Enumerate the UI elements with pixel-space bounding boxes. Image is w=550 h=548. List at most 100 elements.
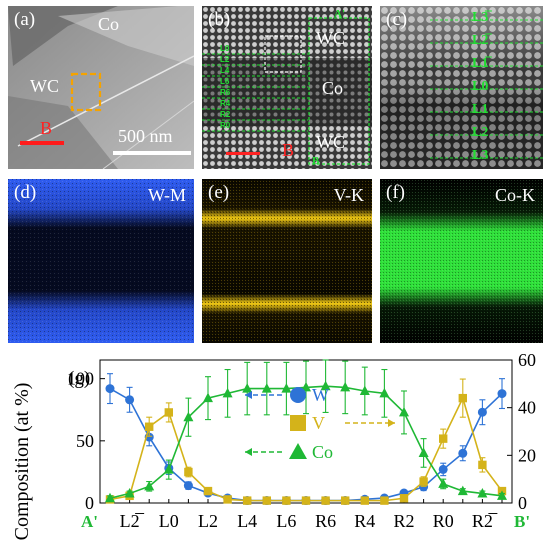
data-point-v [341, 496, 350, 505]
composition-chart: 0 50 100 0 20 40 60 L2̅ L0 L2 L4 L6 R6 R4 R2 R0 R2̅ A' B' C… [11, 350, 536, 540]
data-point-co [457, 485, 468, 496]
layer-label: L4 [220, 66, 230, 75]
layer-label: L0 [472, 79, 489, 94]
data-point-co [124, 487, 135, 498]
label-b-end: B [312, 155, 320, 167]
scalebar-label: 500 nm [118, 126, 173, 146]
panel-e: (e) V-K [202, 179, 372, 343]
legend-arrow-head [245, 448, 252, 456]
y-right-tick-label: 0 [518, 493, 527, 513]
data-point-v [458, 393, 467, 403]
label-co: Co [322, 78, 344, 98]
panel-f-map [380, 179, 543, 343]
panel-d-title: W-M [148, 185, 186, 205]
panel-b-label: (b) [208, 9, 231, 30]
panel-e-label: (e) [208, 182, 230, 203]
layer-label: L2̅ [472, 33, 489, 48]
layer-label: L0 [220, 44, 230, 53]
data-point-co [320, 380, 331, 391]
label-b: B [40, 118, 53, 138]
layer-label: L6 [220, 77, 230, 86]
panel-g: 0 50 100 0 20 40 60 L2̅ L0 L2 L4 L6 R6 R4 R2 R0 R2̅ A' B' C… [0, 350, 550, 548]
region-box [70, 72, 102, 112]
data-point-co [438, 478, 449, 488]
label-co: Co [98, 14, 120, 34]
legend-marker-v [290, 415, 306, 431]
y-right-tick-label: 20 [518, 445, 536, 465]
legend-marker-w [290, 387, 306, 403]
data-point-co [301, 381, 311, 392]
layer-label: L3 [472, 148, 489, 163]
panel-c-label: (c) [386, 9, 408, 30]
data-point-w [105, 384, 115, 394]
data-point-v [360, 496, 369, 505]
layer-label: L2 [220, 55, 230, 64]
layer-label: R4 [220, 99, 231, 108]
panel-f-label: (f) [386, 182, 405, 203]
data-point-v [223, 495, 232, 504]
start-label: A' [81, 512, 98, 531]
panel-b-image [202, 6, 372, 169]
panel-d-label: (d) [14, 182, 37, 203]
panel-a-label: (a) [14, 9, 36, 30]
label-b: B [282, 140, 295, 160]
x-tick-label: R2 [393, 511, 414, 531]
data-point-v [164, 408, 173, 417]
data-point-co [281, 383, 292, 393]
data-point-co [477, 487, 488, 498]
layer-label: L1 [472, 102, 489, 117]
label-wc-bottom: WC [316, 132, 345, 152]
data-point-co [222, 387, 233, 398]
x-tick-label: L4 [237, 511, 257, 531]
panel-e-title: V-K [333, 185, 364, 205]
data-point-v [282, 496, 291, 505]
layer-label: L3̅ [472, 10, 489, 25]
data-point-co [105, 492, 115, 503]
label-a-prime: A' [334, 8, 345, 20]
data-point-co [203, 392, 213, 403]
data-point-co [497, 490, 507, 500]
x-tick-label: R4 [354, 511, 375, 531]
data-point-co [359, 385, 370, 395]
layer-label: L2 [472, 125, 489, 140]
data-point-w [477, 407, 487, 417]
panel-g-label: (g) [68, 368, 91, 389]
panel-a: (a) Co WC B 500 nm [8, 6, 194, 169]
legend-arrow-head [245, 391, 252, 399]
data-point-v [203, 486, 213, 496]
data-point-co [242, 383, 253, 393]
data-point-v [419, 477, 428, 486]
panel-e-map [202, 179, 372, 343]
end-label: B' [514, 512, 530, 531]
label-wc-top: WC [316, 28, 345, 48]
x-tick-label: L2̅ [120, 511, 145, 531]
data-point-v [380, 496, 389, 505]
y-right-tick-label: 40 [518, 398, 536, 418]
legend-arrow-head [388, 419, 395, 427]
y-left-tick-label: 100 [67, 369, 94, 389]
layer-label: R2 [220, 110, 231, 119]
data-point-co [183, 411, 194, 422]
y-left-tick-label: 0 [85, 493, 94, 513]
panel-a-image [8, 6, 194, 169]
data-point-co [379, 387, 390, 398]
data-point-co [261, 383, 272, 393]
data-point-v [439, 434, 448, 443]
data-point-v [145, 422, 154, 431]
data-point-co [340, 381, 351, 392]
x-tick-label: L0 [159, 511, 179, 531]
panel-c: (c) L3̅ L2̅ L1̅ L0 L1 L2 L3 [380, 6, 543, 169]
layer-label: R6 [220, 88, 231, 97]
marker-line [20, 141, 64, 145]
panel-d: (d) W-M [8, 179, 194, 343]
panel-d-map [8, 179, 194, 343]
data-point-v [399, 494, 409, 503]
data-point-v [301, 496, 311, 505]
x-tick-label: R0 [433, 511, 454, 531]
legend-label-co: Co [312, 442, 333, 462]
data-point-v [478, 460, 487, 470]
data-point-co [144, 480, 155, 491]
scale-bar [113, 151, 191, 155]
panel-f: (f) Co-K [380, 179, 543, 343]
data-point-v [184, 467, 193, 477]
